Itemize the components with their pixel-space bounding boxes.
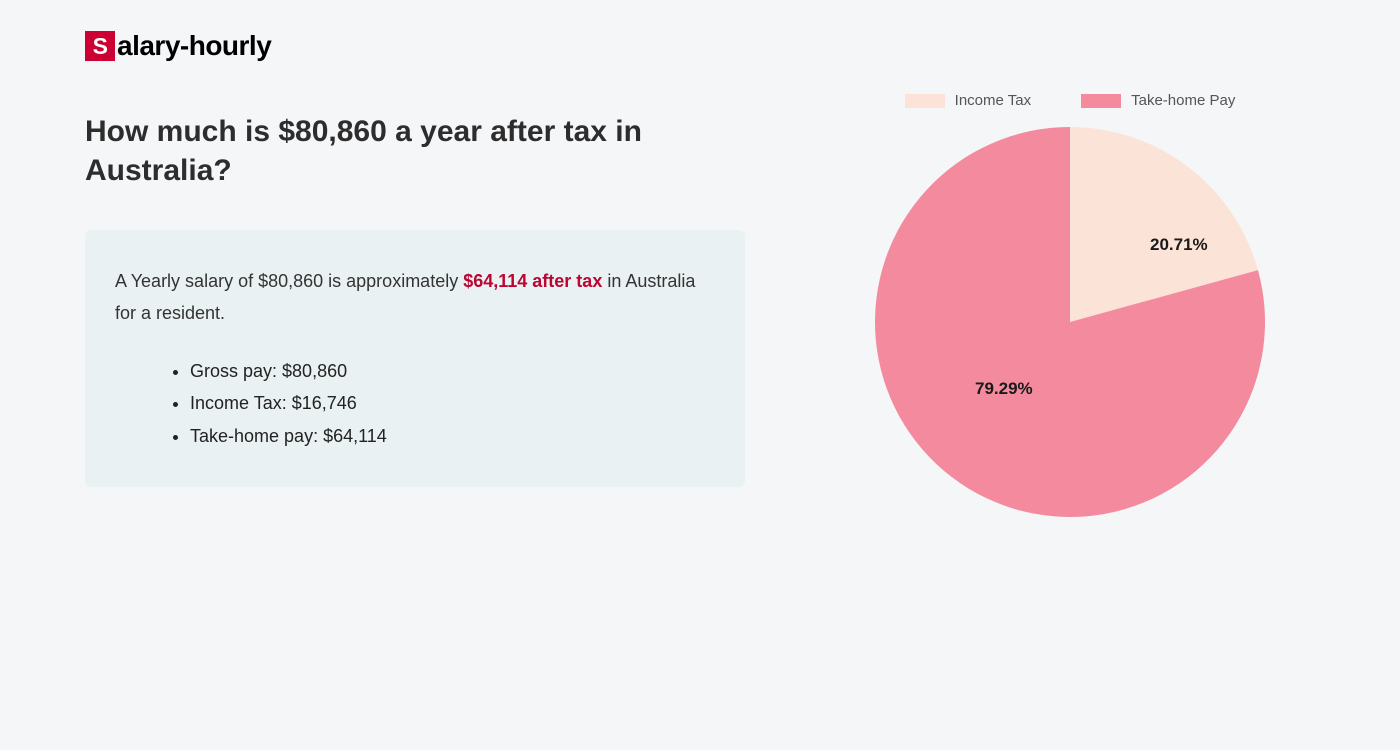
info-card: A Yearly salary of $80,860 is approximat… — [85, 230, 745, 487]
list-item: Take-home pay: $64,114 — [190, 420, 705, 452]
list-item: Gross pay: $80,860 — [190, 355, 705, 387]
summary-highlight: $64,114 after tax — [463, 271, 602, 291]
site-logo: Salary-hourly — [85, 30, 1315, 62]
summary-text: A Yearly salary of $80,860 is approximat… — [115, 265, 705, 330]
legend-label: Income Tax — [955, 92, 1031, 109]
slice-label: 20.71% — [1150, 235, 1208, 255]
pie-chart: 20.71% 79.29% — [875, 127, 1265, 517]
slice-label: 79.29% — [975, 379, 1033, 399]
summary-pre: A Yearly salary of $80,860 is approximat… — [115, 271, 463, 291]
pie-svg — [875, 127, 1265, 517]
legend-swatch — [1081, 94, 1121, 108]
left-column: How much is $80,860 a year after tax in … — [85, 112, 745, 517]
bullet-list: Gross pay: $80,860 Income Tax: $16,746 T… — [115, 355, 705, 452]
legend-label: Take-home Pay — [1131, 92, 1235, 109]
legend-item: Income Tax — [905, 92, 1031, 109]
legend-swatch — [905, 94, 945, 108]
content-row: How much is $80,860 a year after tax in … — [85, 112, 1315, 517]
logo-letter-box: S — [85, 31, 115, 61]
logo-text: alary-hourly — [117, 30, 271, 62]
legend-item: Take-home Pay — [1081, 92, 1235, 109]
page-title: How much is $80,860 a year after tax in … — [85, 112, 745, 190]
right-column: Income Tax Take-home Pay 20.71% 79.29% — [825, 112, 1315, 517]
list-item: Income Tax: $16,746 — [190, 387, 705, 419]
chart-legend: Income Tax Take-home Pay — [825, 92, 1315, 109]
